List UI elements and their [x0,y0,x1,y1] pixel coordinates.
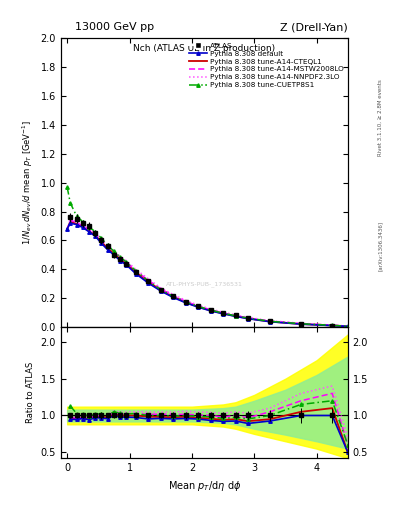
Y-axis label: Ratio to ATLAS: Ratio to ATLAS [26,362,35,423]
Text: 13000 GeV pp: 13000 GeV pp [75,22,154,32]
Text: ATL-PHYS-PUB-_1736531: ATL-PHYS-PUB-_1736531 [166,281,243,287]
Text: [arXiv:1306.3436]: [arXiv:1306.3436] [378,221,383,271]
X-axis label: Mean $p_T$/d$\eta$ d$\phi$: Mean $p_T$/d$\eta$ d$\phi$ [168,479,241,493]
Text: Z (Drell-Yan): Z (Drell-Yan) [280,22,348,32]
Text: Nch (ATLAS UE in Z production): Nch (ATLAS UE in Z production) [133,44,275,53]
Y-axis label: $1/N_{ev}\,dN_{ev}/d$ mean $p_T$ [GeV$^{-1}$]: $1/N_{ev}\,dN_{ev}/d$ mean $p_T$ [GeV$^{… [21,120,35,245]
Text: Rivet 3.1.10, ≥ 2.8M events: Rivet 3.1.10, ≥ 2.8M events [378,79,383,156]
Legend: ATLAS, Pythia 8.308 default, Pythia 8.308 tune-A14-CTEQL1, Pythia 8.308 tune-A14: ATLAS, Pythia 8.308 default, Pythia 8.30… [186,40,346,91]
